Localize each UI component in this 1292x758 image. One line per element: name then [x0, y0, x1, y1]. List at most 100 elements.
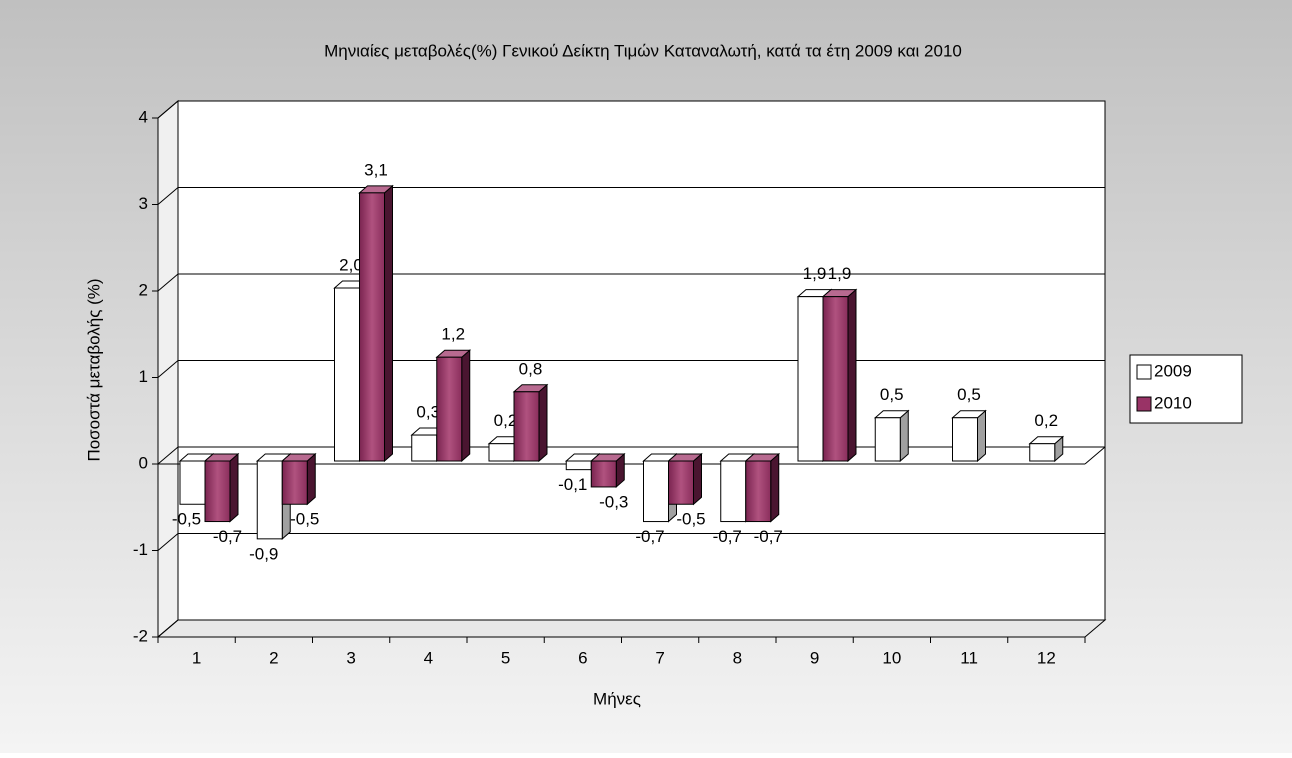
bar-side — [306, 452, 316, 506]
data-label: 1,2 — [441, 325, 465, 344]
y-tick-label: 2 — [139, 280, 148, 299]
bar-side — [384, 184, 393, 463]
data-label: -0,3 — [599, 492, 628, 511]
bar-front — [952, 417, 978, 462]
zero-line-back — [1084, 446, 1106, 465]
y-tick-label: -1 — [133, 540, 148, 559]
data-label: 0,5 — [957, 385, 981, 404]
y-grid-side — [157, 619, 179, 638]
x-tick-label: 9 — [810, 648, 819, 667]
bar-front — [281, 460, 308, 505]
x-tick-label: 3 — [346, 648, 355, 667]
bar-side — [899, 409, 909, 463]
x-tick-label: 4 — [424, 648, 433, 667]
data-label: 2,0 — [339, 255, 363, 274]
x-tick-label: 1 — [192, 648, 201, 667]
bar — [873, 409, 910, 463]
bar-front — [411, 434, 438, 462]
bar-front — [488, 443, 515, 462]
bar-front — [436, 356, 463, 462]
data-label: 0,5 — [880, 385, 904, 404]
bar-front — [204, 460, 231, 523]
y-tick-label: 3 — [139, 194, 148, 213]
bar-front — [590, 460, 617, 488]
y-axis-title: Ποσοστά μεταβολής (%) — [84, 278, 103, 461]
bar-side — [847, 288, 857, 463]
data-label: -0,7 — [754, 527, 783, 546]
legend-swatch — [1136, 396, 1152, 412]
legend-label: 2010 — [1154, 393, 1192, 412]
bar — [589, 452, 626, 489]
x-tick-label: 10 — [882, 648, 901, 667]
bar-side — [229, 452, 239, 523]
bar — [744, 452, 781, 523]
bar — [821, 288, 858, 463]
bar — [512, 383, 549, 463]
y-tick-label: 0 — [139, 453, 148, 472]
bar-front — [797, 296, 824, 462]
y-tick-label: 1 — [139, 367, 148, 386]
data-label: -0,7 — [713, 527, 742, 546]
bar — [358, 184, 394, 463]
floor — [156, 619, 1107, 638]
y-grid-side — [157, 187, 179, 205]
x-tick-label: 12 — [1037, 648, 1056, 667]
x-tick-label: 8 — [733, 648, 742, 667]
bar — [951, 409, 987, 463]
bar-side — [977, 409, 986, 463]
y-grid-side — [157, 360, 179, 378]
data-label: 3,1 — [364, 160, 388, 179]
data-label: -0,9 — [249, 544, 278, 563]
y-tick-label: -2 — [133, 626, 148, 645]
bar-front — [359, 192, 385, 462]
x-axis-title: Μήνες — [593, 689, 641, 708]
bar-front — [334, 287, 360, 462]
data-label: 1,9 — [803, 264, 827, 283]
data-label: 0,8 — [519, 359, 543, 378]
bar-front — [179, 460, 206, 505]
y-grid-side — [157, 533, 179, 551]
x-tick-label: 2 — [269, 648, 278, 667]
y-grid-side — [157, 446, 179, 465]
x-tick-label: 5 — [501, 648, 510, 667]
bar-front — [513, 391, 540, 462]
data-label: 0,2 — [1034, 411, 1058, 430]
bar-front — [822, 296, 849, 462]
bar-front — [668, 460, 694, 505]
data-label: 1,9 — [828, 264, 852, 283]
data-label: 0,3 — [416, 403, 440, 422]
legend-swatch — [1136, 364, 1152, 380]
data-label: -0,7 — [213, 527, 242, 546]
y-tick-label: 4 — [139, 107, 148, 126]
bar — [667, 452, 703, 506]
data-label: 0,2 — [494, 411, 518, 430]
bar-front — [720, 460, 747, 523]
data-label: -0,5 — [676, 510, 705, 529]
data-label: -0,5 — [290, 510, 319, 529]
data-label: -0,5 — [172, 510, 201, 529]
bar-front — [565, 460, 592, 471]
bar — [280, 452, 317, 506]
bar-front — [1029, 443, 1056, 462]
bar-side — [461, 349, 471, 463]
bar-front — [643, 460, 669, 523]
bar-side — [693, 452, 702, 506]
bar — [1028, 435, 1065, 463]
bar — [435, 349, 472, 463]
bar-front — [874, 417, 901, 462]
bar-side — [770, 452, 780, 523]
bar-front — [745, 460, 772, 523]
legend-label: 2009 — [1154, 361, 1192, 380]
data-label: -0,1 — [558, 475, 587, 494]
y-grid-side — [157, 273, 179, 292]
y-grid-side — [157, 100, 179, 119]
bar-side — [538, 383, 548, 463]
x-tick-label: 11 — [960, 648, 978, 667]
data-label: -0,7 — [635, 527, 664, 546]
bar-front — [256, 460, 283, 540]
bar — [203, 452, 240, 523]
chart-title: Μηνιαίες μεταβολές(%) Γενικού Δείκτη Τιμ… — [324, 41, 962, 60]
x-tick-label: 6 — [578, 648, 587, 667]
